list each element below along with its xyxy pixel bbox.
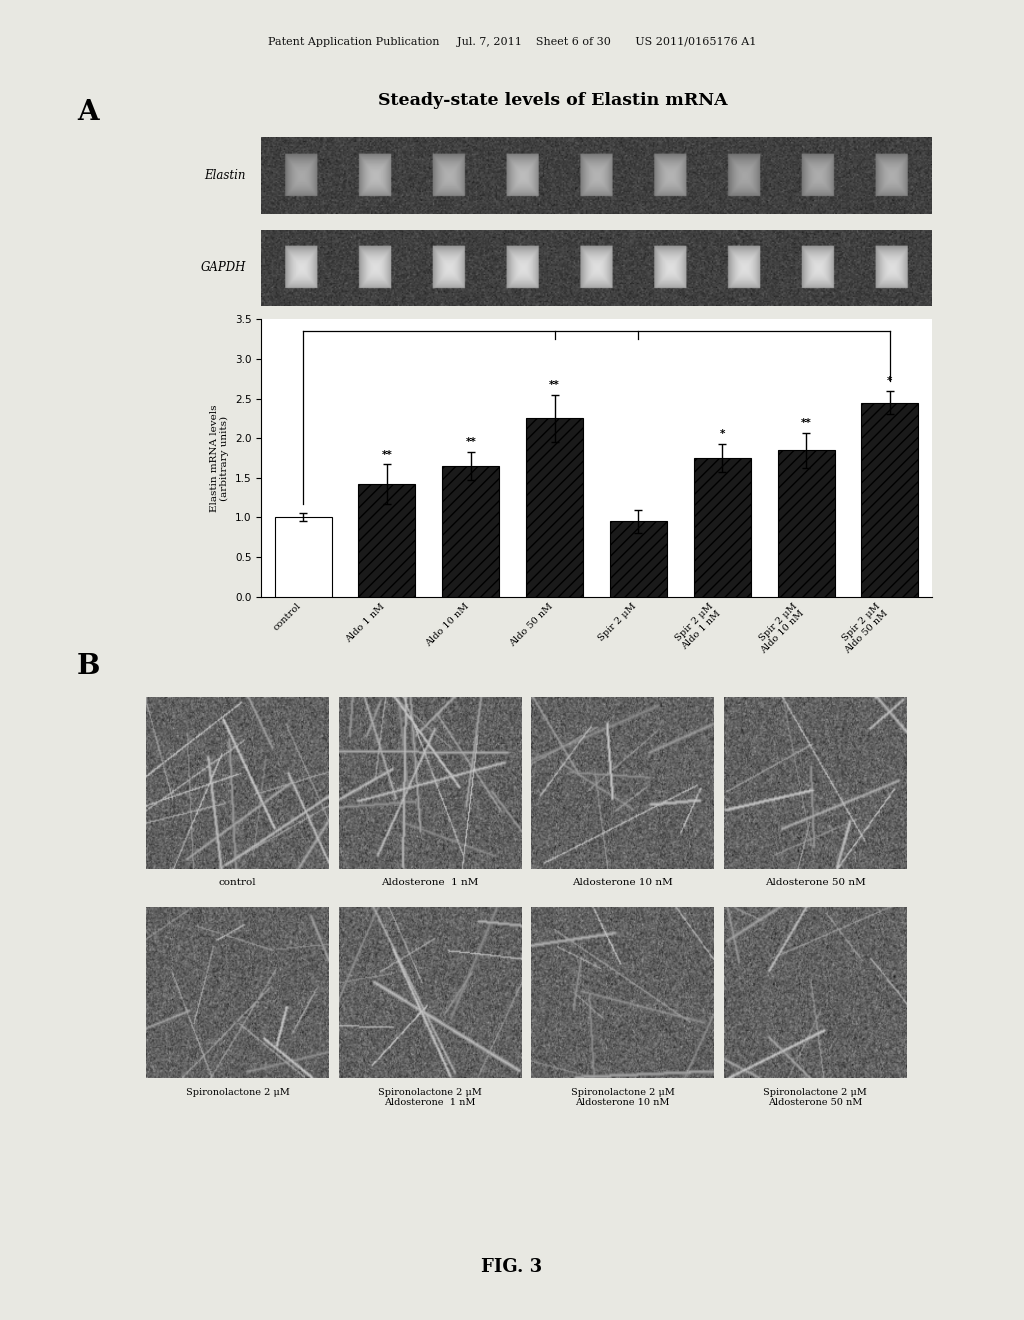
Text: Spironolactone 2 μM
Aldosterone 10 nM: Spironolactone 2 μM Aldosterone 10 nM bbox=[570, 1088, 675, 1107]
Text: FIG. 3: FIG. 3 bbox=[481, 1258, 543, 1276]
Text: Elastin: Elastin bbox=[204, 169, 246, 182]
Bar bbox=[274, 517, 332, 597]
Text: Aldosterone  1 nM: Aldosterone 1 nM bbox=[381, 878, 479, 887]
Bar bbox=[526, 418, 583, 597]
Text: Spironolactone 2 μM
Aldosterone 50 nM: Spironolactone 2 μM Aldosterone 50 nM bbox=[763, 1088, 867, 1107]
Text: *: * bbox=[720, 429, 725, 440]
Bar bbox=[358, 484, 416, 597]
Text: B: B bbox=[77, 653, 100, 680]
Text: Patent Application Publication     Jul. 7, 2011    Sheet 6 of 30       US 2011/0: Patent Application Publication Jul. 7, 2… bbox=[268, 37, 756, 48]
Text: A: A bbox=[77, 99, 98, 125]
Text: Steady-state levels of Elastin mRNA: Steady-state levels of Elastin mRNA bbox=[378, 92, 728, 110]
Text: *: * bbox=[887, 376, 893, 385]
Bar bbox=[442, 466, 500, 597]
Bar bbox=[861, 403, 919, 597]
Text: **: ** bbox=[549, 380, 560, 389]
Text: Aldosterone 10 nM: Aldosterone 10 nM bbox=[572, 878, 673, 887]
Text: **: ** bbox=[465, 437, 476, 447]
Text: Aldosterone 50 nM: Aldosterone 50 nM bbox=[765, 878, 865, 887]
Text: Spironolactone 2 μM
Aldosterone  1 nM: Spironolactone 2 μM Aldosterone 1 nM bbox=[378, 1088, 482, 1107]
Bar bbox=[777, 450, 835, 597]
Text: **: ** bbox=[801, 418, 811, 428]
Text: **: ** bbox=[382, 450, 392, 459]
Text: control: control bbox=[219, 878, 256, 887]
Bar bbox=[610, 521, 667, 597]
Text: Spironolactone 2 μM: Spironolactone 2 μM bbox=[185, 1088, 290, 1097]
Y-axis label: Elastin mRNA levels
(arbitrary units): Elastin mRNA levels (arbitrary units) bbox=[210, 404, 229, 512]
Text: GAPDH: GAPDH bbox=[201, 261, 246, 275]
Bar bbox=[693, 458, 751, 597]
